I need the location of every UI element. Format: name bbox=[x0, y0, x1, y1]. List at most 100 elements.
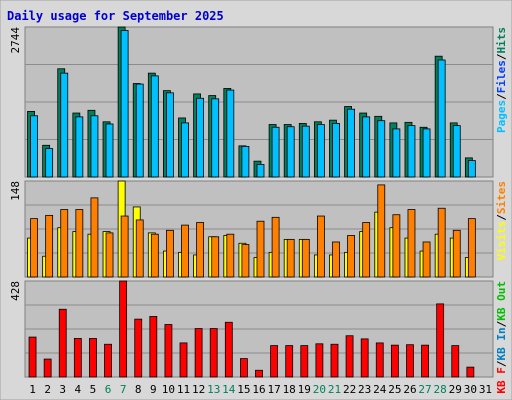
x-tick-label-27: 27 bbox=[418, 383, 431, 396]
x-tick-label-15: 15 bbox=[237, 383, 250, 396]
bar-kbf-day-20 bbox=[315, 343, 324, 378]
bar-sites-day-2 bbox=[45, 214, 54, 278]
bar-pages-day-27 bbox=[422, 128, 431, 178]
bar-kbf-day-2 bbox=[43, 358, 52, 378]
bar-kbf-day-18 bbox=[285, 345, 294, 378]
bar-pages-day-15 bbox=[241, 145, 250, 178]
bar-kbf-day-29 bbox=[451, 345, 460, 378]
bar-sites-day-21 bbox=[332, 241, 340, 278]
panel-kbytes-legend: KB F/KB In/KB Out bbox=[495, 281, 508, 394]
bar-pages-day-23 bbox=[362, 116, 371, 178]
bar-pages-day-26 bbox=[407, 125, 416, 178]
bar-kbf-day-9 bbox=[149, 316, 158, 378]
x-tick-label-23: 23 bbox=[358, 383, 371, 396]
x-tick-label-20: 20 bbox=[313, 383, 326, 396]
bar-kbf-day-8 bbox=[134, 318, 143, 378]
x-tick-label-4: 4 bbox=[75, 383, 82, 396]
panel-hits-ymax-label: 2744 bbox=[9, 27, 22, 54]
chart-title: Daily usage for September 2025 bbox=[7, 9, 224, 23]
legend-item-hits-1: / bbox=[495, 93, 508, 100]
bar-sites-day-27 bbox=[422, 241, 431, 278]
bar-sites-day-29 bbox=[452, 229, 461, 278]
legend-item-hits-2: Files bbox=[495, 60, 508, 93]
x-tick-label-7: 7 bbox=[120, 383, 127, 396]
legend-item-kbytes-0: KB F bbox=[495, 367, 508, 394]
x-tick-label-22: 22 bbox=[343, 383, 356, 396]
bar-kbf-day-7 bbox=[119, 280, 128, 378]
bar-sites-day-24 bbox=[377, 184, 386, 278]
bar-kbf-day-25 bbox=[390, 344, 399, 378]
bar-pages-day-13 bbox=[211, 98, 220, 178]
x-tick-label-26: 26 bbox=[403, 383, 416, 396]
x-tick-label-1: 1 bbox=[29, 383, 36, 396]
bar-pages-day-28 bbox=[437, 59, 446, 178]
x-tick-label-11: 11 bbox=[177, 383, 190, 396]
bar-sites-day-22 bbox=[347, 235, 355, 278]
bar-kbf-day-16 bbox=[255, 369, 263, 378]
bar-kbf-day-21 bbox=[330, 343, 339, 378]
panel-visits: 148 Visits/Sites bbox=[9, 180, 508, 278]
bar-pages-day-12 bbox=[196, 97, 205, 178]
bar-pages-day-17 bbox=[271, 126, 280, 178]
bar-pages-day-1 bbox=[30, 115, 38, 178]
bar-sites-day-28 bbox=[437, 207, 446, 278]
bar-kbf-day-27 bbox=[421, 344, 429, 378]
x-tick-label-3: 3 bbox=[59, 383, 66, 396]
x-tick-label-8: 8 bbox=[135, 383, 142, 396]
bar-pages-day-24 bbox=[377, 120, 386, 178]
bar-sites-day-20 bbox=[316, 215, 325, 278]
bar-pages-day-30 bbox=[467, 160, 476, 178]
x-tick-label-12: 12 bbox=[192, 383, 205, 396]
x-tick-label-24: 24 bbox=[373, 383, 387, 396]
legend-item-kbytes-4: KB Out bbox=[495, 281, 508, 321]
bar-kbf-day-4 bbox=[73, 338, 82, 378]
bar-sites-day-16 bbox=[256, 220, 265, 278]
bar-pages-day-11 bbox=[181, 122, 189, 178]
x-tick-label-31: 31 bbox=[479, 383, 492, 396]
x-tick-label-19: 19 bbox=[298, 383, 311, 396]
bar-pages-day-10 bbox=[166, 92, 174, 178]
legend-item-kbytes-2: KB In bbox=[495, 327, 508, 360]
bar-sites-day-5 bbox=[90, 197, 99, 278]
bar-kbf-day-1 bbox=[28, 336, 37, 378]
bar-pages-day-4 bbox=[75, 116, 84, 178]
bar-sites-day-7 bbox=[120, 215, 129, 278]
bar-kbf-day-23 bbox=[360, 338, 369, 378]
x-tick-label-5: 5 bbox=[90, 383, 97, 396]
x-axis-labels: 1 2 3 4 5 6 7 8 9 10 11 12 13 14 15 16 17 18 19 20 21 22 23 24 2… bbox=[29, 383, 492, 396]
bar-kbf-day-3 bbox=[58, 308, 67, 378]
bar-kbf-day-24 bbox=[375, 342, 384, 378]
bar-pages-day-14 bbox=[226, 89, 235, 178]
bar-pages-day-5 bbox=[90, 115, 99, 178]
bar-pages-day-19 bbox=[301, 125, 310, 178]
panel-visits-legend: Visits/Sites bbox=[495, 181, 508, 261]
bar-pages-day-16 bbox=[256, 164, 265, 178]
x-tick-label-21: 21 bbox=[328, 383, 341, 396]
panels-group: 2744Pages/Files/Hits148Visits/Sites428KB… bbox=[9, 26, 508, 394]
bar-pages-day-9 bbox=[150, 75, 159, 178]
bar-kbf-day-14 bbox=[224, 321, 233, 378]
x-tick-label-30: 30 bbox=[464, 383, 477, 396]
x-tick-label-25: 25 bbox=[388, 383, 401, 396]
bar-sites-day-25 bbox=[392, 214, 401, 278]
bar-sites-day-3 bbox=[60, 209, 69, 278]
x-tick-label-17: 17 bbox=[267, 383, 280, 396]
bar-kbf-day-13 bbox=[209, 328, 218, 378]
bar-sites-day-15 bbox=[241, 244, 250, 278]
bar-kbf-day-17 bbox=[270, 345, 279, 378]
bar-pages-day-6 bbox=[105, 123, 114, 178]
bar-pages-day-2 bbox=[45, 148, 54, 178]
bar-pages-day-8 bbox=[135, 83, 144, 178]
bar-sites-day-8 bbox=[135, 219, 144, 278]
x-tick-label-2: 2 bbox=[44, 383, 51, 396]
x-tick-label-29: 29 bbox=[449, 383, 462, 396]
bar-kbf-day-10 bbox=[164, 324, 173, 378]
bar-pages-day-3 bbox=[60, 72, 69, 178]
bar-kbf-day-26 bbox=[406, 344, 414, 378]
bar-kbf-day-19 bbox=[300, 345, 309, 378]
legend-item-hits-0: Pages bbox=[495, 100, 508, 133]
x-tick-label-28: 28 bbox=[434, 383, 447, 396]
bar-sites-day-12 bbox=[196, 222, 205, 278]
